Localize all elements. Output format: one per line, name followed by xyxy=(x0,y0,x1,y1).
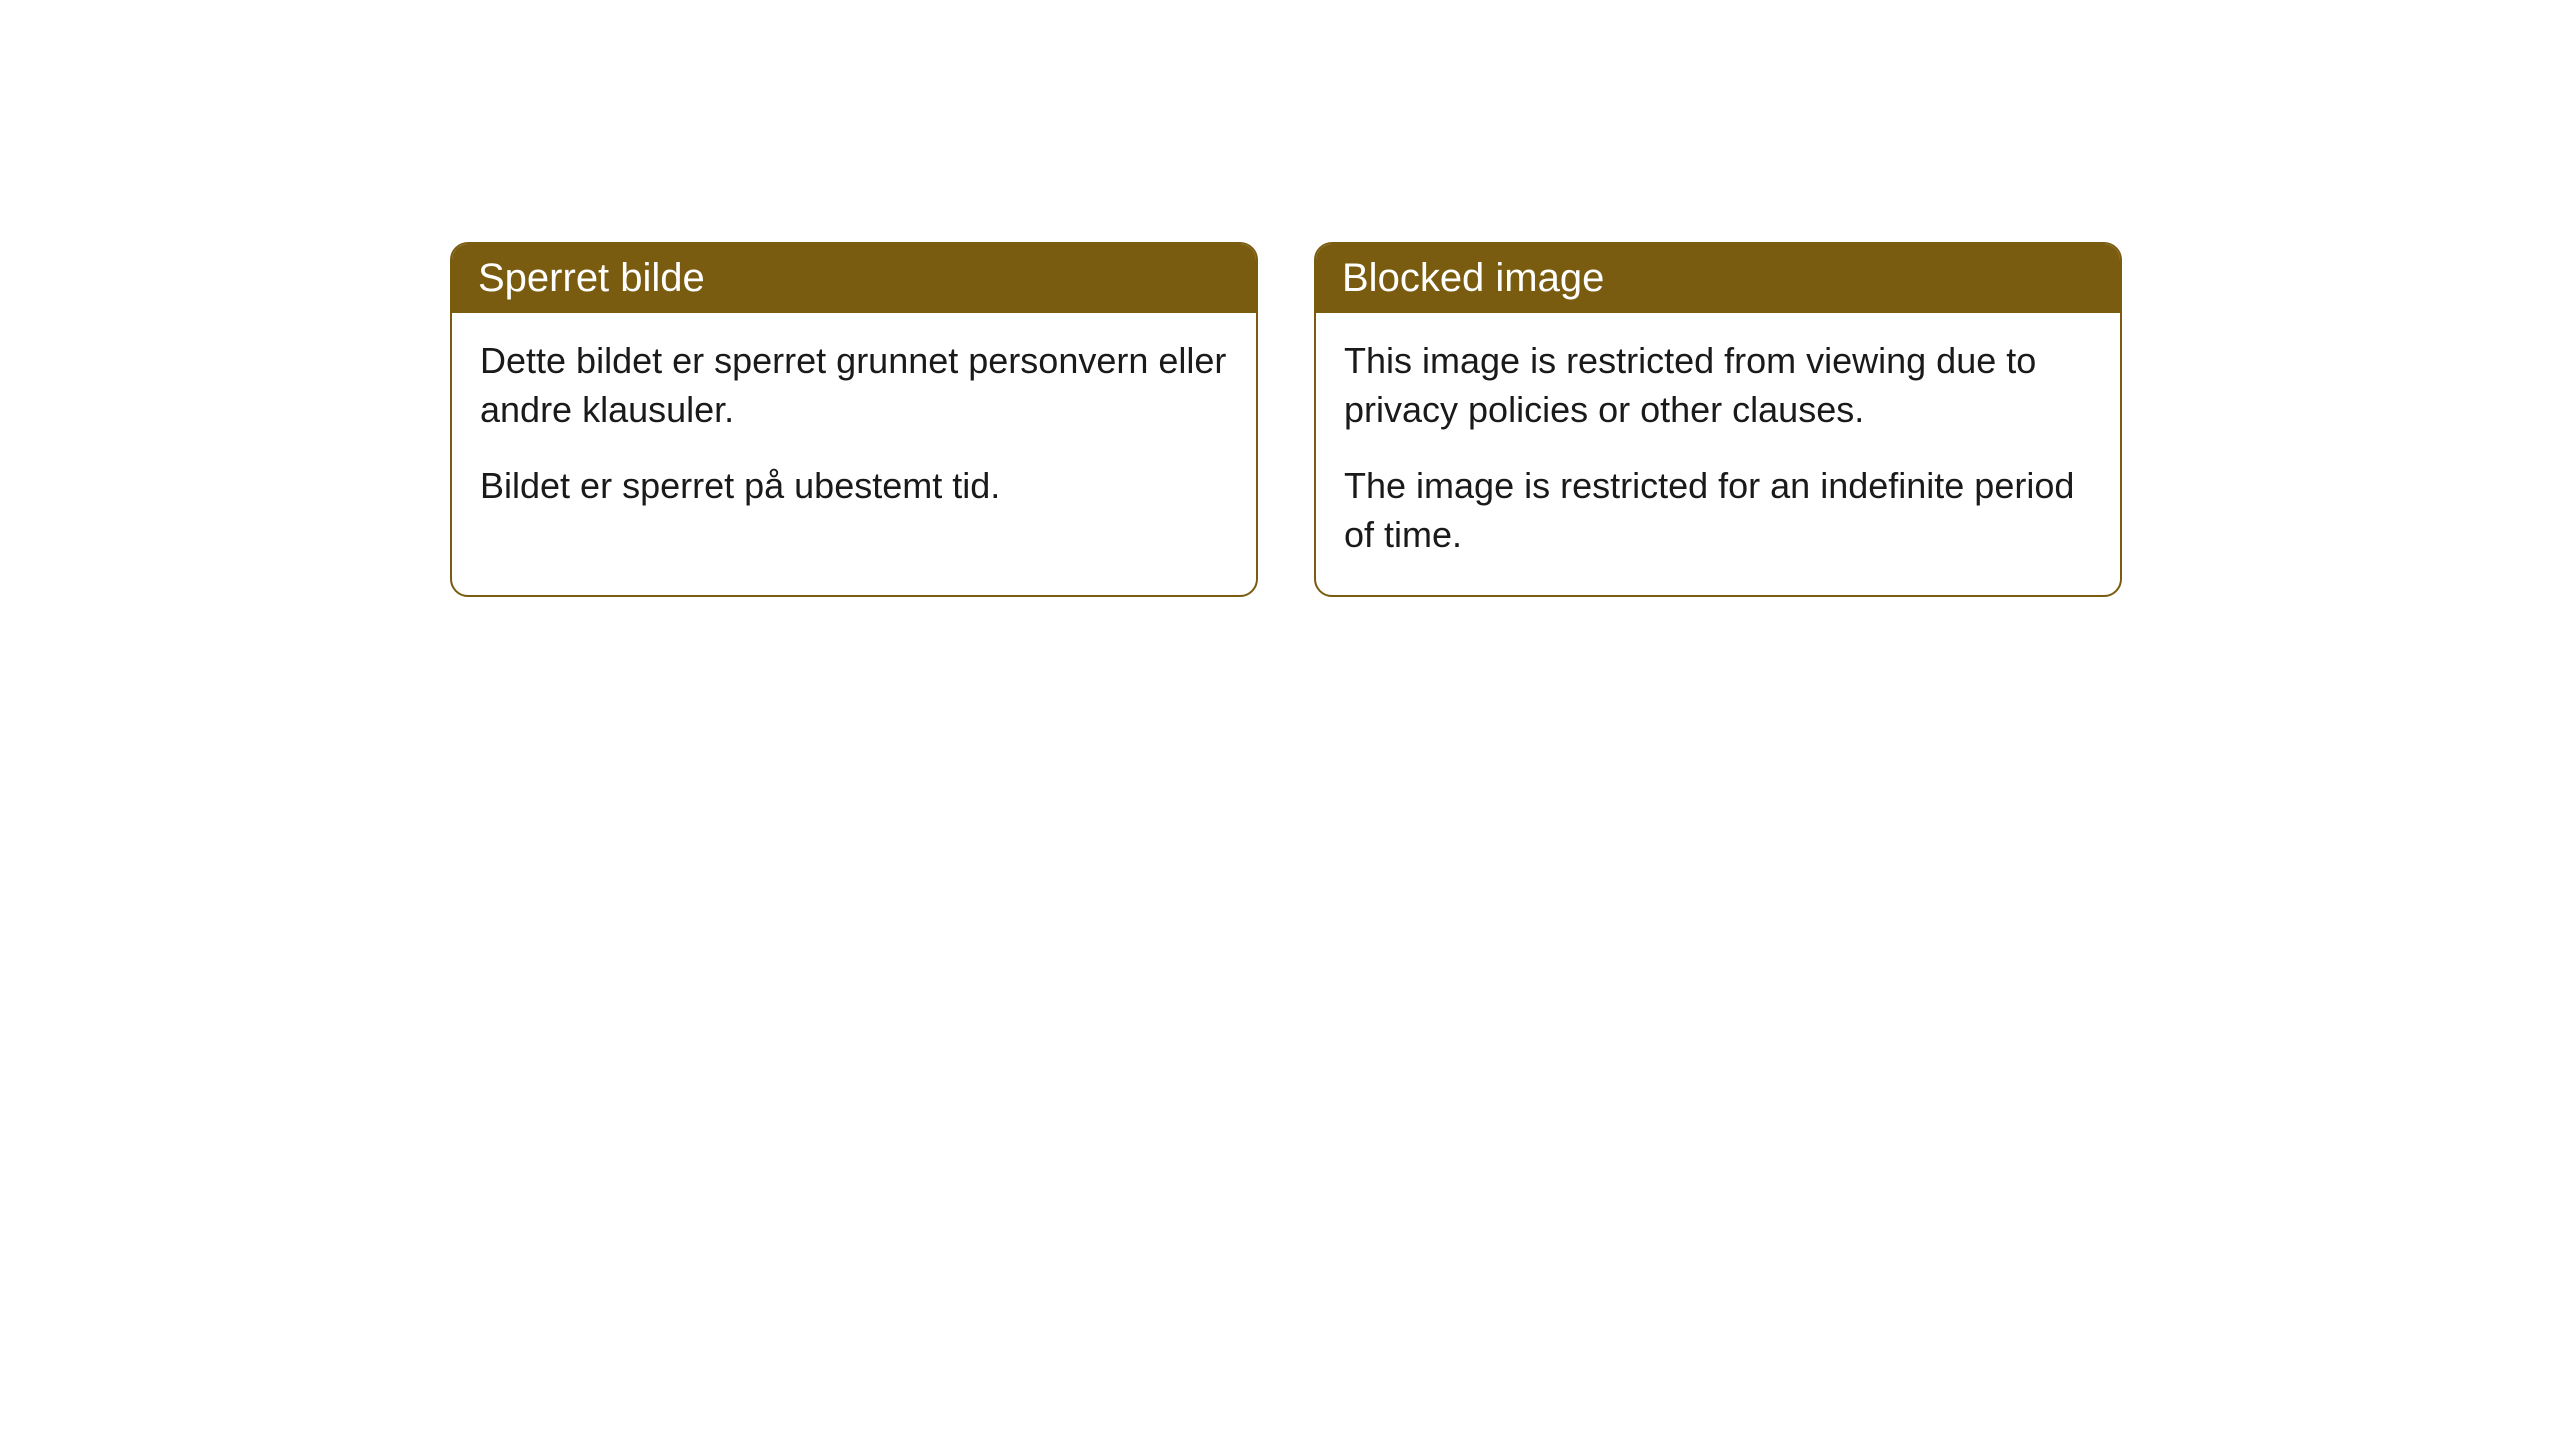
notice-text-1: This image is restricted from viewing du… xyxy=(1344,337,2092,434)
notice-text-2: The image is restricted for an indefinit… xyxy=(1344,462,2092,559)
notice-text-1: Dette bildet er sperret grunnet personve… xyxy=(480,337,1228,434)
notice-card-norwegian: Sperret bilde Dette bildet er sperret gr… xyxy=(450,242,1258,597)
card-body: This image is restricted from viewing du… xyxy=(1316,313,2120,595)
card-title: Sperret bilde xyxy=(452,244,1256,313)
card-body: Dette bildet er sperret grunnet personve… xyxy=(452,313,1256,547)
notice-card-english: Blocked image This image is restricted f… xyxy=(1314,242,2122,597)
notice-container: Sperret bilde Dette bildet er sperret gr… xyxy=(450,242,2122,597)
notice-text-2: Bildet er sperret på ubestemt tid. xyxy=(480,462,1228,511)
card-title: Blocked image xyxy=(1316,244,2120,313)
